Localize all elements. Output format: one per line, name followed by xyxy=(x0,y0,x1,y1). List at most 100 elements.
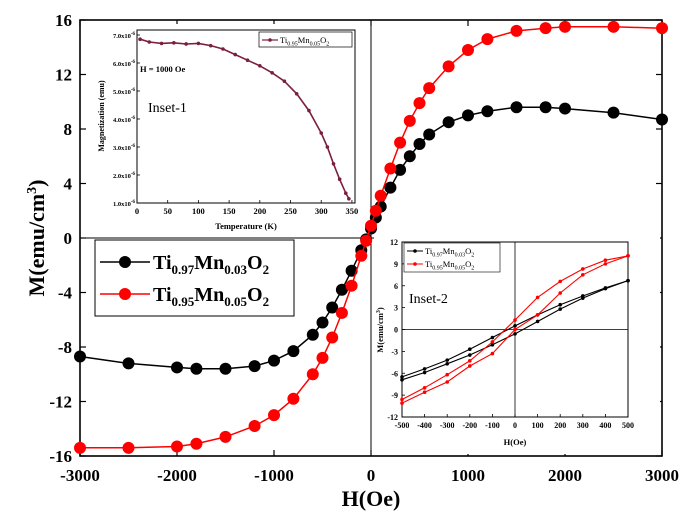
inset1-data-point xyxy=(208,43,213,48)
inset2-series-layer xyxy=(400,254,630,405)
inset2-data-point xyxy=(490,343,495,347)
main-data-point xyxy=(326,331,339,344)
inset2-data-point xyxy=(445,361,450,366)
inset1-y-tick-label: 7.0x10-6 xyxy=(113,32,136,40)
inset2-data-point xyxy=(445,380,450,384)
main-data-point xyxy=(403,150,416,163)
inset2-data-point xyxy=(581,267,585,271)
inset1-data-point xyxy=(347,197,351,201)
inset2-x-tick-label: -500 xyxy=(395,421,410,430)
inset1-data-point xyxy=(245,58,250,62)
inset2-label: Inset-2 xyxy=(409,292,448,307)
inset2-x-tick-label: 300 xyxy=(577,421,589,430)
inset1-data-point xyxy=(331,162,336,166)
main-data-point xyxy=(219,430,232,443)
main-x-tick-label: 2000 xyxy=(548,466,582,485)
inset1-y-ticks: 1.0x10-6 2.0x10-6 3.0x10-6 4.0x10-6 5.0x10-6… xyxy=(113,32,140,208)
main-data-point xyxy=(656,22,668,35)
inset2-data-point xyxy=(558,302,562,307)
main-data-point xyxy=(462,43,474,56)
inset2-data-point xyxy=(513,327,517,332)
inset2-data-point xyxy=(603,262,608,266)
inset2-x-tick-label: -200 xyxy=(462,421,477,430)
inset1-data-point xyxy=(282,79,287,83)
inset2-data-point xyxy=(603,258,608,263)
inset1-x-ticks: 0 50 100 150 200 250 300 350 xyxy=(135,200,358,216)
main-data-point xyxy=(345,264,358,277)
main-data-point xyxy=(510,24,523,37)
inset2-data-point xyxy=(400,378,404,382)
main-y-tick-label: -8 xyxy=(58,338,72,357)
inset2-data-point xyxy=(626,278,630,283)
inset2-y-tick-label: -12 xyxy=(387,413,398,422)
inset-2: -500 -400 -300 -200 -100 0 100 200 300 400 500 -12… xyxy=(374,236,660,454)
main-data-point xyxy=(394,136,407,149)
inset1-x-tick-label: 100 xyxy=(192,206,205,216)
inset1-x-tick-label: 350 xyxy=(346,206,359,216)
main-legend-text-1: Ti0.97Mn0.03O2 xyxy=(153,252,269,277)
inset1-data-point xyxy=(270,71,274,75)
main-data-point xyxy=(171,361,183,374)
inset2-y-tick-label: 12 xyxy=(390,238,398,247)
main-legend: Ti0.97Mn0.03O2 Ti0.95Mn0.05O2 xyxy=(94,239,295,317)
main-data-point xyxy=(268,354,280,367)
main-x-tick-label: 1000 xyxy=(451,466,485,485)
main-y-tick-label: 4 xyxy=(64,175,73,194)
main-data-point xyxy=(607,20,620,33)
inset2-data-point xyxy=(513,324,517,328)
main-data-point xyxy=(656,113,668,126)
main-x-tick-label: 0 xyxy=(367,466,376,485)
main-data-point xyxy=(607,106,620,119)
inset2-x-tick-label: -100 xyxy=(485,421,500,430)
inset1-data-point xyxy=(159,41,164,46)
main-data-point xyxy=(306,368,319,381)
inset1-data-point xyxy=(138,37,142,41)
inset2-data-point xyxy=(422,390,427,395)
inset2-y-tick-label: 6 xyxy=(394,282,398,291)
main-legend-box xyxy=(94,239,295,317)
inset1-legend-swatch-marker xyxy=(268,38,272,42)
inset2-x-tick-label: 500 xyxy=(622,421,634,430)
main-data-point xyxy=(345,279,358,292)
inset2-legend-box xyxy=(403,242,501,273)
inset2-data-point xyxy=(490,335,495,340)
inset1-data-point xyxy=(184,42,188,46)
inset2-y-tick-label: -6 xyxy=(391,369,398,378)
inset1-y-tick-label: 1.0x10-6 xyxy=(113,200,136,208)
inset2-data-point xyxy=(603,286,608,291)
inset1-data-point xyxy=(307,108,311,113)
inset2-data-point xyxy=(513,332,517,336)
inset2-data-point xyxy=(558,291,562,295)
inset2-y-tick-label: 3 xyxy=(394,304,398,313)
main-y-tick-label: 16 xyxy=(55,11,72,30)
inset2-data-point xyxy=(558,279,562,284)
inset2-data-point xyxy=(445,358,450,362)
inset1-data-point xyxy=(294,92,299,96)
main-data-point xyxy=(360,234,373,247)
inset2-data-point xyxy=(558,307,562,311)
inset2-y-tick-label: -3 xyxy=(391,347,398,356)
main-data-point xyxy=(306,328,319,341)
main-x-ticks: -3000 -2000 -1000 0 1000 2000 3000 xyxy=(60,20,679,485)
inset2-data-point xyxy=(400,375,404,379)
inset1-y-tick-label: 3.0x10-6 xyxy=(113,144,136,152)
main-data-point xyxy=(462,109,474,122)
main-data-point xyxy=(510,101,523,114)
inset2-data-point xyxy=(535,313,540,317)
main-data-point xyxy=(74,441,86,454)
inset2-data-point xyxy=(422,386,427,390)
main-data-point xyxy=(248,420,261,433)
inset2-data-point xyxy=(581,296,585,300)
inset1-y-tick-label: 6.0x10-6 xyxy=(113,60,136,68)
inset1-data-point xyxy=(325,145,330,149)
inset2-data-point xyxy=(422,370,427,375)
main-data-point xyxy=(559,102,571,115)
inset2-data-point xyxy=(468,353,472,357)
inset1-data-point xyxy=(337,177,342,181)
main-x-tick-label: 3000 xyxy=(645,466,679,485)
inset1-data-point xyxy=(172,41,176,45)
inset2-data-point xyxy=(468,364,472,368)
main-data-point xyxy=(287,345,300,358)
inset1-x-tick-label: 300 xyxy=(315,206,328,216)
